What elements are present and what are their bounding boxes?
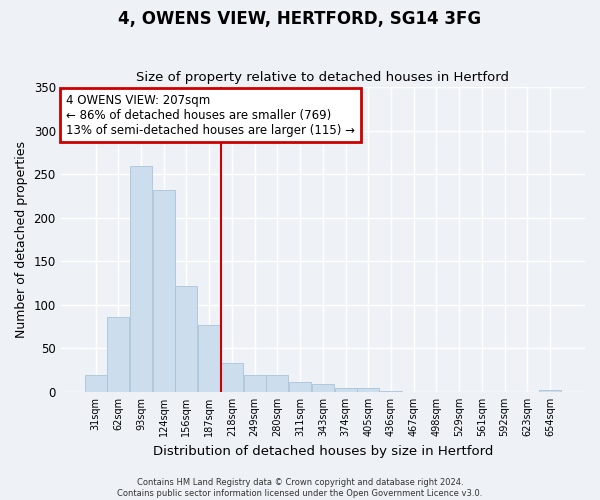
Bar [244, 374, 266, 392]
Y-axis label: Number of detached properties: Number of detached properties [15, 141, 28, 338]
Bar [175, 286, 197, 392]
Title: Size of property relative to detached houses in Hertford: Size of property relative to detached ho… [136, 70, 509, 84]
Bar [266, 374, 289, 392]
Bar [85, 376, 107, 392]
Text: 4, OWENS VIEW, HERTFORD, SG14 3FG: 4, OWENS VIEW, HERTFORD, SG14 3FG [118, 10, 482, 28]
Bar [152, 190, 175, 392]
Text: 4 OWENS VIEW: 207sqm
← 86% of detached houses are smaller (769)
13% of semi-deta: 4 OWENS VIEW: 207sqm ← 86% of detached h… [66, 94, 355, 136]
Bar [289, 382, 311, 392]
Bar [380, 391, 402, 392]
Bar [198, 325, 220, 392]
Bar [335, 388, 356, 392]
Bar [130, 166, 152, 392]
Bar [357, 388, 379, 392]
Bar [107, 317, 129, 392]
Text: Contains HM Land Registry data © Crown copyright and database right 2024.
Contai: Contains HM Land Registry data © Crown c… [118, 478, 482, 498]
Bar [312, 384, 334, 392]
Bar [221, 363, 243, 392]
X-axis label: Distribution of detached houses by size in Hertford: Distribution of detached houses by size … [152, 444, 493, 458]
Bar [539, 390, 561, 392]
